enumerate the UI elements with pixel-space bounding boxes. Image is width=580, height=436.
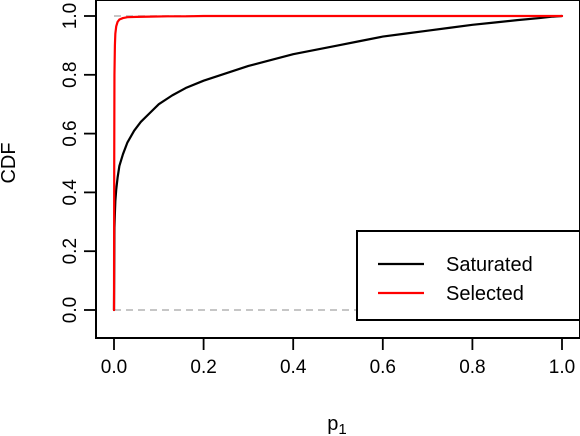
legend-box	[356, 230, 580, 321]
legend-label-selected: Selected	[446, 283, 524, 305]
x-tick-label: 0.2	[190, 357, 216, 378]
legend: Saturated Selected	[356, 230, 580, 321]
x-tick-label: 0.4	[280, 357, 307, 378]
y-axis-label: CDF	[0, 142, 20, 183]
series-layer	[112, 14, 564, 312]
y-axis: 0.0 0.2 0.4 0.6 0.8 1.0	[60, 3, 97, 323]
x-axis-label-main: p	[327, 413, 338, 435]
y-tick-label: 0.6	[60, 120, 81, 146]
y-tick-label: 1.0	[60, 3, 81, 29]
y-tick-label: 0.2	[60, 238, 81, 264]
x-tick-label: 0.0	[101, 357, 127, 378]
y-tick-label: 0.0	[60, 297, 81, 323]
x-axis: 0.0 0.2 0.4 0.6 0.8 1.0	[101, 337, 575, 378]
x-axis-label-subscript: 1	[338, 421, 346, 436]
series-line-selected	[112, 14, 564, 312]
x-axis-label: p1	[327, 413, 346, 436]
x-tick-label: 0.8	[459, 357, 485, 378]
y-tick-label: 0.8	[60, 62, 81, 88]
legend-label-saturated: Saturated	[446, 254, 533, 276]
y-tick-label: 0.4	[60, 179, 81, 206]
series-line-saturated	[112, 14, 564, 312]
x-tick-label: 1.0	[549, 357, 575, 378]
x-tick-label: 0.6	[370, 357, 396, 378]
